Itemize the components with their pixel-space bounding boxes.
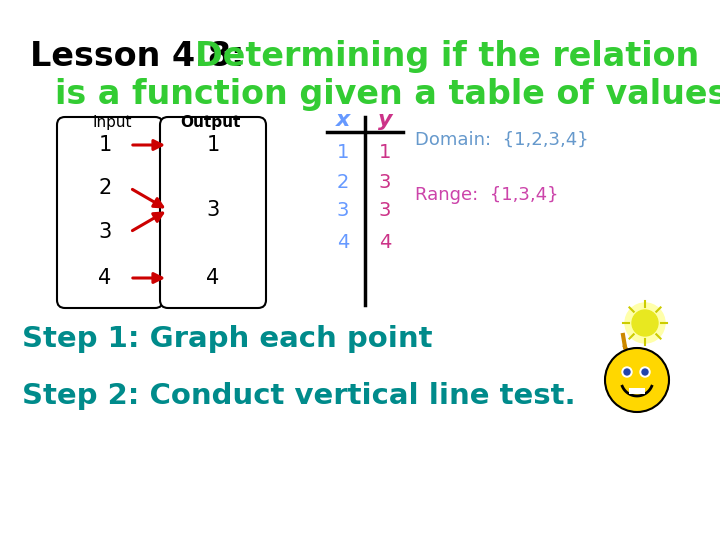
Text: 1: 1: [379, 143, 391, 161]
Circle shape: [642, 369, 648, 375]
Circle shape: [640, 367, 650, 377]
Text: 1: 1: [99, 135, 112, 155]
Text: 3: 3: [337, 200, 349, 219]
Text: Input: Input: [92, 115, 132, 130]
Text: 3: 3: [207, 200, 220, 220]
Circle shape: [625, 303, 665, 343]
Text: Range:  {1,3,4}: Range: {1,3,4}: [415, 186, 559, 204]
Text: Determining if the relation: Determining if the relation: [195, 40, 699, 73]
Text: 4: 4: [99, 268, 112, 288]
Text: 3: 3: [99, 222, 112, 242]
Text: 2: 2: [99, 178, 112, 198]
Circle shape: [632, 310, 658, 336]
FancyBboxPatch shape: [160, 117, 266, 308]
Text: x: x: [336, 110, 350, 130]
Text: 4: 4: [207, 268, 220, 288]
Text: 3: 3: [379, 200, 391, 219]
Text: Domain:  {1,2,3,4}: Domain: {1,2,3,4}: [415, 131, 589, 149]
Text: Step 2: Conduct vertical line test.: Step 2: Conduct vertical line test.: [22, 382, 575, 410]
Text: y: y: [378, 110, 392, 130]
Text: Output: Output: [180, 115, 240, 130]
Circle shape: [624, 369, 630, 375]
Text: 4: 4: [337, 233, 349, 252]
Text: Lesson 4.8:: Lesson 4.8:: [30, 40, 244, 73]
Text: is a function given a table of values: is a function given a table of values: [55, 78, 720, 111]
Text: 2: 2: [337, 172, 349, 192]
Circle shape: [622, 367, 632, 377]
Text: 1: 1: [337, 143, 349, 161]
FancyBboxPatch shape: [629, 388, 645, 394]
Text: 1: 1: [207, 135, 220, 155]
Text: 4: 4: [379, 233, 391, 252]
Circle shape: [605, 348, 669, 412]
Text: 3: 3: [379, 172, 391, 192]
Text: Step 1: Graph each point: Step 1: Graph each point: [22, 325, 433, 353]
FancyBboxPatch shape: [57, 117, 163, 308]
